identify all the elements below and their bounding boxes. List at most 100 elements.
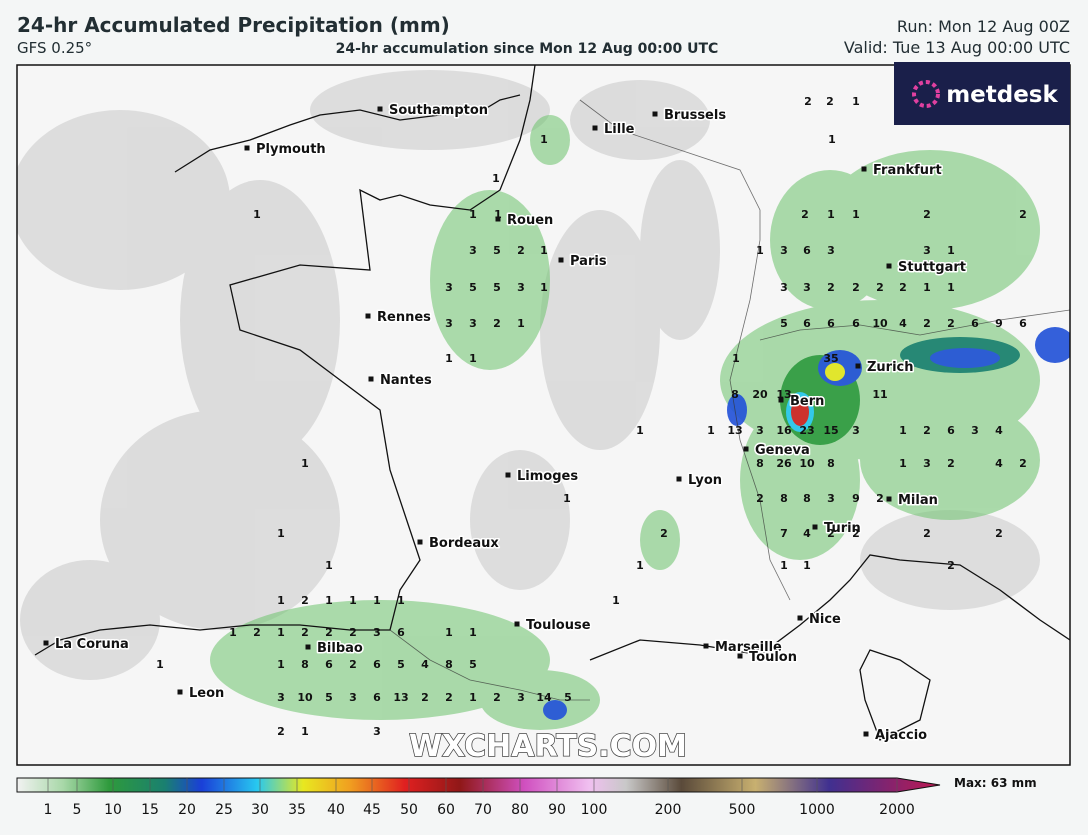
city-marker [886,496,892,502]
precip-label: 1 [947,281,955,294]
precip-label: 5 [493,281,501,294]
city-label: Turin [824,521,861,536]
precip-label: 6 [947,424,955,437]
precip-label: 6 [373,658,381,671]
valid-time: Valid: Tue 13 Aug 00:00 UTC [844,38,1070,57]
precip-label: 6 [803,317,811,330]
precip-label: 2 [493,317,501,330]
precip-label: 3 [780,244,788,257]
precip-label: 1 [899,424,907,437]
city-label: La Coruna [55,637,129,652]
city-label: Toulouse [526,618,591,633]
precip-label: 2 [876,492,884,505]
precip-label: 2 [804,95,812,108]
precip-label: 1 [852,208,860,221]
city-label: Brussels [664,108,726,123]
precip-label: 1 [445,352,453,365]
watermark: WXCHARTS.COM [409,729,687,764]
city-marker [417,539,423,545]
city-marker [558,257,564,263]
city-label: Bordeaux [429,536,499,551]
city-marker [703,643,709,649]
colorbar [16,777,941,793]
precip-label: 6 [971,317,979,330]
precip-label: 9 [995,317,1003,330]
precip-label: 6 [397,626,405,639]
colorbar-tick-label: 15 [141,802,159,818]
colorbar-tick-label: 80 [511,802,529,818]
precip-label: 1 [325,594,333,607]
colorbar-tick-label: 35 [288,802,306,818]
precip-label: 1 [636,424,644,437]
precip-label: 35 [823,352,838,365]
precip-label: 2 [923,527,931,540]
precip-label: 8 [827,457,835,470]
precip-label: 2 [349,626,357,639]
precip-label: 10 [799,457,815,470]
precip-label: 1 [563,492,571,505]
precip-label: 2 [253,626,261,639]
precip-label: 2 [660,527,668,540]
precip-label: 2 [923,208,931,221]
colorbar-tick-label: 5 [73,802,82,818]
precip-label: 2 [826,95,834,108]
moderate-precip-areas [210,115,1040,730]
precip-label: 8 [756,457,764,470]
precip-label: 3 [445,317,453,330]
precip-label: 4 [995,457,1003,470]
city-label: Southampton [389,103,488,118]
precip-label: 1 [540,133,548,146]
city-label: Milan [898,493,938,508]
colorbar-tick-label: 1 [44,802,53,818]
colorbar-tick-label: 1000 [799,802,835,818]
precip-label: 15 [823,424,838,437]
precip-label: 1 [923,281,931,294]
colorbar-tick-label: 20 [178,802,196,818]
precip-label: 2 [756,492,764,505]
precip-label: 3 [373,626,381,639]
colorbar-tick-label: 2000 [879,802,915,818]
colorbar-tick-label: 50 [400,802,418,818]
city-marker [676,476,682,482]
precip-label: 5 [564,691,572,704]
city-label: Stuttgart [898,260,966,275]
precip-label: 6 [803,244,811,257]
precip-label: 1 [852,95,860,108]
precip-label: 1 [277,658,285,671]
precip-label: 3 [756,424,764,437]
precip-label: 8 [780,492,788,505]
precip-label: 5 [493,244,501,257]
precip-label: 1 [469,208,477,221]
precip-label: 1 [277,594,285,607]
city-marker [743,446,749,452]
precip-label: 11 [872,388,887,401]
city-label: Zurich [867,360,914,375]
precip-label: 6 [325,658,333,671]
city-marker [737,653,743,659]
precip-label: 20 [752,388,768,401]
precip-label: 2 [1019,457,1027,470]
city-marker [861,166,867,172]
precip-label: 1 [707,424,715,437]
precip-label: 13 [393,691,408,704]
precip-label: 2 [827,527,835,540]
precip-label: 3 [923,457,931,470]
city-marker [778,397,784,403]
city-label: Bern [790,394,824,409]
precip-label: 1 [899,457,907,470]
precip-label: 1 [277,527,285,540]
precip-label: 3 [923,244,931,257]
precip-label: 3 [277,691,285,704]
city-marker [377,106,383,112]
precip-label: 2 [899,281,907,294]
city-marker [305,644,311,650]
precip-label: 1 [156,658,164,671]
city-label: Limoges [517,469,578,484]
precip-label: 2 [349,658,357,671]
precip-label: 5 [469,658,477,671]
precip-label: 2 [301,594,309,607]
precip-label: 1 [612,594,620,607]
precip-label: 2 [923,317,931,330]
